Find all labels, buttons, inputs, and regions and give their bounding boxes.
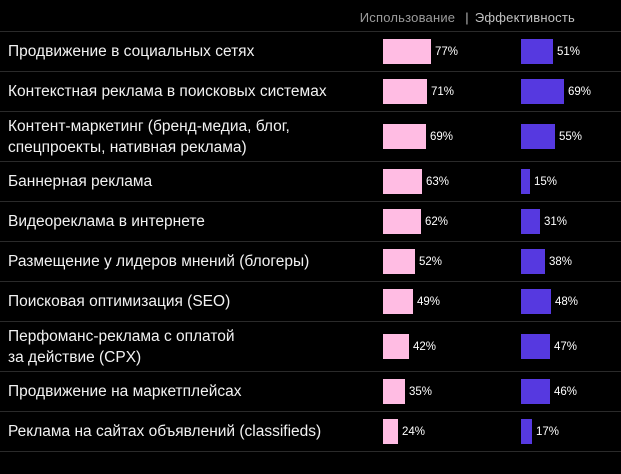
category-label: Продвижение на маркетплейсах xyxy=(8,383,242,400)
effectiveness-bar xyxy=(521,334,550,359)
usage-cell: 63% xyxy=(383,169,521,194)
effectiveness-bar xyxy=(521,419,532,444)
category-label: Перфоманс-реклама с оплатой за действие … xyxy=(8,327,235,366)
effectiveness-value: 48% xyxy=(555,295,579,308)
legend-usage-label: Использование xyxy=(359,10,456,25)
usage-bar xyxy=(383,169,422,194)
table-row: Продвижение на маркетплейсах 35% 46% xyxy=(0,372,621,412)
effectiveness-cell: 15% xyxy=(521,169,621,194)
effectiveness-cell: 47% xyxy=(521,334,621,359)
category-label: Контент-маркетинг (бренд-медиа, блог, сп… xyxy=(8,117,290,156)
usage-cell: 35% xyxy=(383,379,521,404)
effectiveness-bar xyxy=(521,379,550,404)
table-row: Реклама на сайтах объявлений (classified… xyxy=(0,412,621,452)
usage-cell: 77% xyxy=(383,39,521,64)
usage-bar xyxy=(383,419,398,444)
effectiveness-cell: 48% xyxy=(521,289,621,314)
usage-value: 49% xyxy=(417,295,441,308)
effectiveness-bar xyxy=(521,79,564,104)
effectiveness-bar xyxy=(521,169,530,194)
effectiveness-bar xyxy=(521,249,545,274)
usage-cell: 24% xyxy=(383,419,521,444)
usage-value: 77% xyxy=(435,45,459,58)
usage-value: 24% xyxy=(402,425,426,438)
category-label: Поисковая оптимизация (SEO) xyxy=(8,293,231,310)
legend-separator: | xyxy=(465,10,469,25)
usage-cell: 69% xyxy=(383,124,521,149)
usage-cell: 52% xyxy=(383,249,521,274)
effectiveness-bar xyxy=(521,124,555,149)
usage-value: 63% xyxy=(426,175,450,188)
bottom-spacer xyxy=(0,452,621,464)
usage-value: 42% xyxy=(413,340,437,353)
effectiveness-value: 15% xyxy=(534,175,558,188)
category-label: Баннерная реклама xyxy=(8,173,153,190)
table-row: Размещение у лидеров мнений (блогеры) 52… xyxy=(0,242,621,282)
effectiveness-value: 51% xyxy=(557,45,581,58)
effectiveness-bar xyxy=(521,39,553,64)
usage-bar xyxy=(383,209,421,234)
usage-cell: 42% xyxy=(383,334,521,359)
table-row: Поисковая оптимизация (SEO) 49% 48% xyxy=(0,282,621,322)
usage-value: 52% xyxy=(419,255,443,268)
table-row: Контекстная реклама в поисковых системах… xyxy=(0,72,621,112)
table-row: Видеореклама в интернете 62% 31% xyxy=(0,202,621,242)
usage-value: 71% xyxy=(431,85,455,98)
effectiveness-cell: 51% xyxy=(521,39,621,64)
category-label: Контекстная реклама в поисковых системах xyxy=(8,83,327,100)
chart-rows: Продвижение в социальных сетях 77% 51% К… xyxy=(0,31,621,452)
effectiveness-value: 17% xyxy=(536,425,560,438)
effectiveness-value: 47% xyxy=(554,340,578,353)
usage-cell: 62% xyxy=(383,209,521,234)
effectiveness-value: 31% xyxy=(544,215,568,228)
usage-cell: 71% xyxy=(383,79,521,104)
category-label: Видеореклама в интернете xyxy=(8,213,205,230)
chart-legend: Использование | Эффективность xyxy=(0,0,621,31)
usage-bar xyxy=(383,124,426,149)
effectiveness-value: 55% xyxy=(559,130,583,143)
category-label: Реклама на сайтах объявлений (classified… xyxy=(8,423,322,440)
usage-bar xyxy=(383,289,413,314)
effectiveness-cell: 55% xyxy=(521,124,621,149)
category-label: Продвижение в социальных сетях xyxy=(8,43,255,60)
effectiveness-value: 38% xyxy=(549,255,573,268)
usage-bar xyxy=(383,79,427,104)
usage-value: 35% xyxy=(409,385,433,398)
effectiveness-bar xyxy=(521,209,540,234)
effectiveness-cell: 69% xyxy=(521,79,621,104)
effectiveness-cell: 46% xyxy=(521,379,621,404)
table-row: Перфоманс-реклама с оплатой за действие … xyxy=(0,322,621,372)
effectiveness-bar xyxy=(521,289,551,314)
table-row: Контент-маркетинг (бренд-медиа, блог, сп… xyxy=(0,112,621,162)
effectiveness-value: 46% xyxy=(554,385,578,398)
table-row: Продвижение в социальных сетях 77% 51% xyxy=(0,32,621,72)
effectiveness-cell: 38% xyxy=(521,249,621,274)
usage-value: 62% xyxy=(425,215,449,228)
effectiveness-cell: 31% xyxy=(521,209,621,234)
usage-bar xyxy=(383,379,405,404)
effectiveness-value: 69% xyxy=(568,85,592,98)
usage-value: 69% xyxy=(430,130,454,143)
effectiveness-cell: 17% xyxy=(521,419,621,444)
usage-bar xyxy=(383,249,415,274)
usage-bar xyxy=(383,334,409,359)
bar-chart: Использование | Эффективность Продвижени… xyxy=(0,0,621,464)
legend-effectiveness-label: Эффективность xyxy=(474,10,575,25)
category-label: Размещение у лидеров мнений (блогеры) xyxy=(8,253,310,270)
usage-cell: 49% xyxy=(383,289,521,314)
table-row: Баннерная реклама 63% 15% xyxy=(0,162,621,202)
usage-bar xyxy=(383,39,431,64)
